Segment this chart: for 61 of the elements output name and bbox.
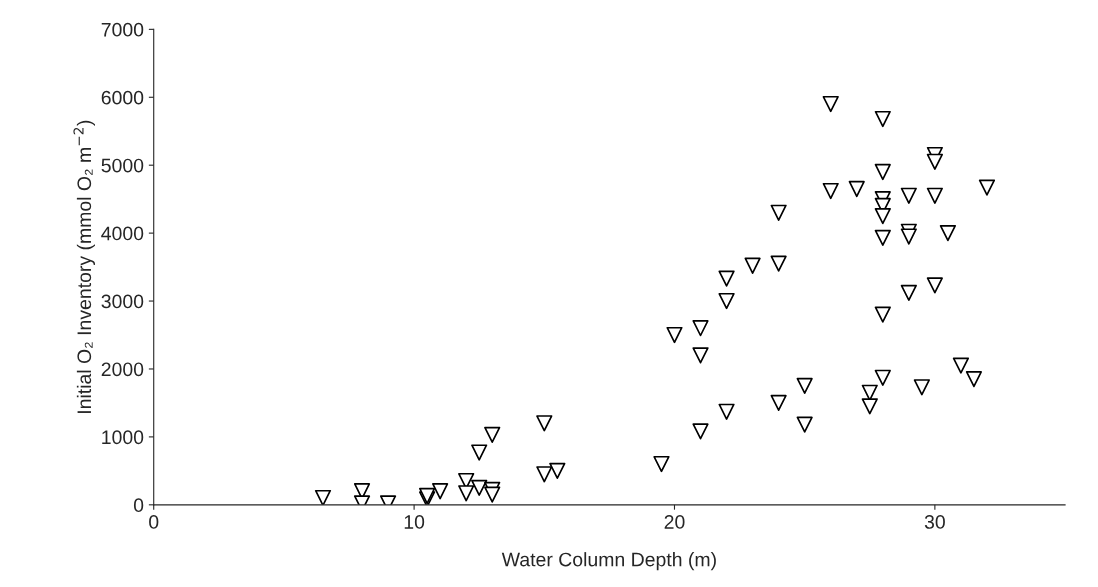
point <box>796 377 813 395</box>
point <box>926 187 943 204</box>
x-tick-label: 30 <box>924 515 945 529</box>
point <box>926 153 943 170</box>
point <box>471 444 488 461</box>
point <box>666 326 683 344</box>
point <box>874 369 891 386</box>
point <box>432 483 449 500</box>
point <box>822 182 839 200</box>
point <box>692 347 709 364</box>
point <box>848 180 865 198</box>
point <box>822 95 839 113</box>
point <box>549 462 566 479</box>
x-tick-label: 0 <box>149 515 159 529</box>
point <box>536 415 553 432</box>
y-tick-label: 6000 <box>101 90 144 105</box>
point <box>939 225 957 242</box>
point <box>484 486 501 503</box>
point <box>458 485 475 502</box>
point <box>692 320 709 337</box>
x-axis-title: Water Column Depth (m) <box>501 552 716 571</box>
point <box>874 163 891 181</box>
point <box>913 379 930 396</box>
point <box>796 416 813 433</box>
point <box>770 255 787 272</box>
point <box>861 384 878 401</box>
point <box>900 284 917 302</box>
point <box>718 403 735 420</box>
point <box>861 398 878 415</box>
point <box>952 357 970 374</box>
point <box>770 204 787 221</box>
point <box>484 426 501 443</box>
point <box>900 228 917 245</box>
y-tick-label: 3000 <box>101 294 144 309</box>
point <box>965 371 983 388</box>
y-axis-title: Initial O₂ Inventory (mmol O₂ m$^{−2}$) <box>73 120 95 413</box>
point <box>874 208 891 225</box>
point <box>874 229 891 246</box>
point <box>718 270 735 287</box>
point <box>692 423 709 440</box>
point <box>314 489 332 505</box>
point <box>653 455 670 473</box>
point <box>770 394 787 412</box>
point <box>718 292 735 310</box>
y-tick-label: 2000 <box>101 362 144 377</box>
y-tick-label: 4000 <box>101 226 144 241</box>
point <box>471 479 488 496</box>
y-tick-label: 5000 <box>101 158 144 173</box>
point <box>978 179 996 196</box>
point <box>419 487 436 505</box>
point <box>874 306 891 323</box>
point <box>536 466 553 483</box>
y-tick-label: 0 <box>133 498 144 513</box>
y-tick-label: 7000 <box>101 22 144 37</box>
y-tick-label: 1000 <box>102 430 144 445</box>
x-tick-label: 10 <box>404 515 425 529</box>
point <box>744 257 761 274</box>
point <box>926 277 943 294</box>
point <box>874 110 891 128</box>
point <box>900 187 917 204</box>
x-tick-label: 20 <box>664 515 685 529</box>
